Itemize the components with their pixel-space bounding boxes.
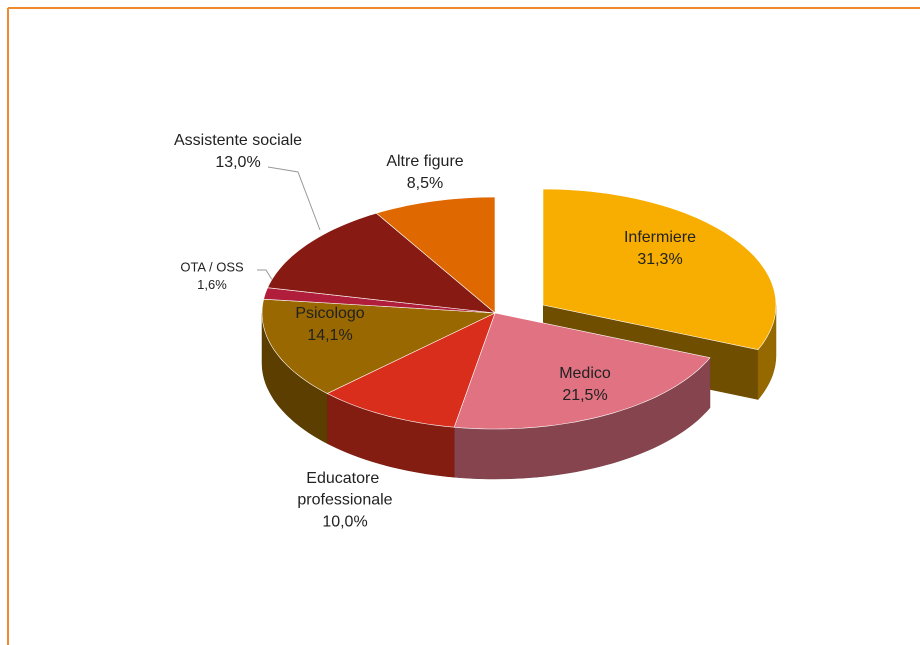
slice-label: Assistente sociale: [174, 132, 302, 149]
slice: [326, 312, 496, 428]
slice-tops: [261, 188, 777, 430]
slice-value-label: 14,1%: [307, 327, 352, 344]
labels: Infermiere 31,3% Medico 21,5% Educatore prof…: [174, 132, 696, 530]
leader-line: [267, 166, 321, 231]
slice-label: Infermiere: [624, 229, 696, 246]
slice: [542, 188, 777, 351]
leader-line: [257, 269, 275, 284]
slice-label: Medico: [559, 365, 611, 382]
slice-value-label: 1,6%: [197, 277, 227, 292]
slice-value-label: 13,0%: [215, 154, 260, 171]
slice-label: OTA / OSS: [180, 259, 244, 274]
slice-label: Altre figure: [386, 153, 463, 170]
slice: [453, 312, 711, 430]
slice-value-label: 31,3%: [637, 251, 682, 268]
slice: [375, 196, 496, 314]
slice: [261, 298, 497, 394]
slice-value-label: 10,0%: [322, 513, 367, 530]
slice-value-label: 8,5%: [407, 175, 443, 192]
slice-label: Psicologo: [295, 305, 364, 322]
slice-value-label: 21,5%: [562, 387, 607, 404]
slice-label: Educatore professionale: [297, 470, 392, 509]
slice: [267, 212, 496, 314]
